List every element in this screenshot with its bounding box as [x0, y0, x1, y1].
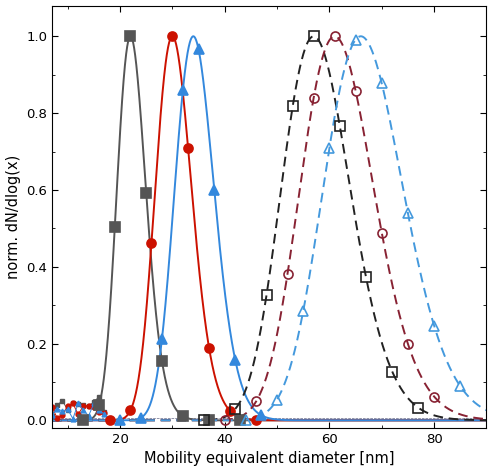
- Y-axis label: norm. dN/dlog(x): norm. dN/dlog(x): [5, 155, 21, 279]
- X-axis label: Mobility equivalent diameter [nm]: Mobility equivalent diameter [nm]: [144, 451, 395, 466]
